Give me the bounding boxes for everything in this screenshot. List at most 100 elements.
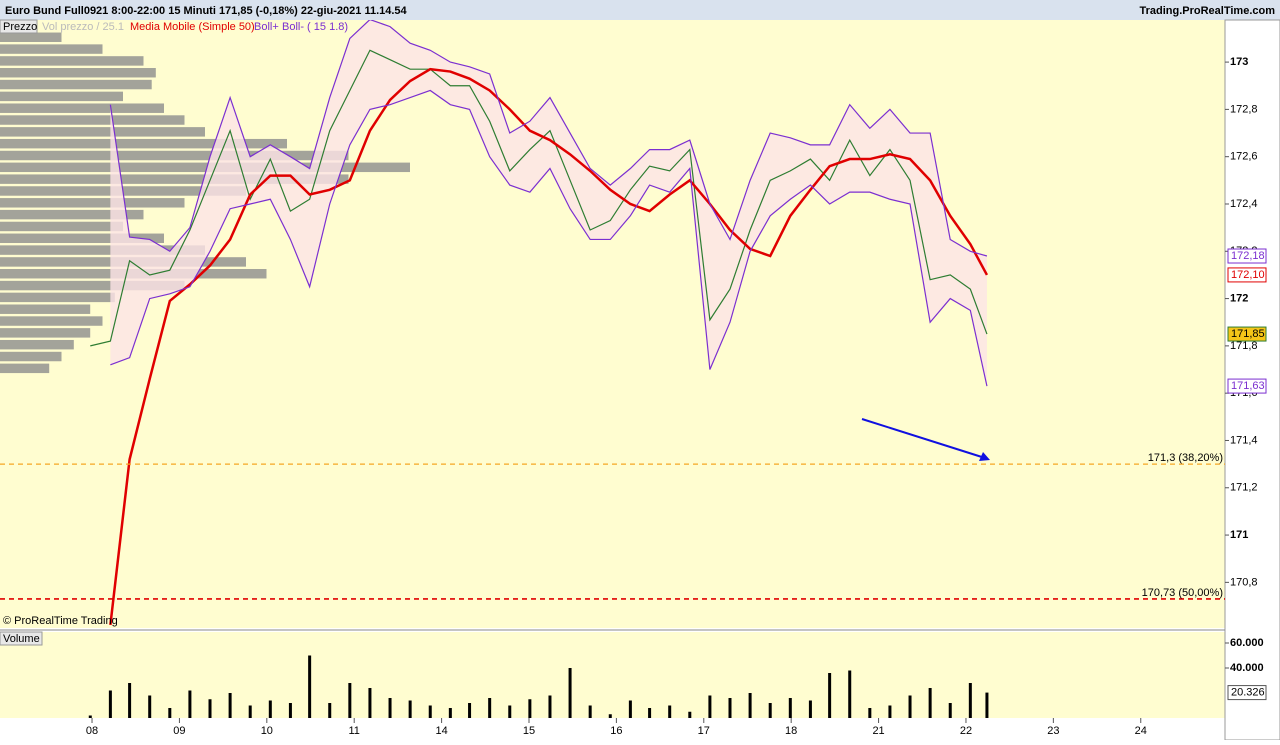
volume-bar xyxy=(168,708,172,718)
volume-bar xyxy=(985,692,989,718)
volume-bar xyxy=(508,705,512,718)
y-tick-label: 171,4 xyxy=(1230,434,1258,446)
y-tick-label: 60.000 xyxy=(1230,637,1264,649)
volume-bar xyxy=(88,715,92,718)
volume-bar xyxy=(408,700,412,718)
price-panel xyxy=(0,20,1225,628)
last-value-label: 172,10 xyxy=(1231,269,1265,281)
y-tick-label: 171,2 xyxy=(1230,482,1258,494)
x-tick-label: 21 xyxy=(872,725,884,737)
x-tick-label: 15 xyxy=(523,725,535,737)
profile-bar xyxy=(0,150,349,161)
x-tick-label: 22 xyxy=(960,725,972,737)
y-tick-label: 172 xyxy=(1230,292,1248,304)
legend-ma: Media Mobile (Simple 50) xyxy=(130,21,255,33)
header-bar xyxy=(0,0,1280,20)
profile-bar xyxy=(0,174,349,184)
y-tick-label: 170,8 xyxy=(1230,576,1258,588)
volume-bar xyxy=(428,705,432,718)
profile-bar xyxy=(0,233,164,244)
volume-bar xyxy=(268,700,272,718)
legend-profile: Vol prezzo / 25.1 xyxy=(42,21,124,33)
volume-bar xyxy=(868,708,872,718)
x-tick-label: 24 xyxy=(1135,725,1147,737)
volume-bar xyxy=(208,699,212,718)
volume-bar xyxy=(708,695,712,718)
x-tick-label: 18 xyxy=(785,725,797,737)
y-tick-label: 172,4 xyxy=(1230,198,1258,210)
profile-bar xyxy=(0,316,103,326)
series-line xyxy=(110,89,988,387)
volume-bar xyxy=(888,705,892,718)
profile-bar xyxy=(0,363,50,374)
profile-bar xyxy=(0,32,62,42)
volume-bar xyxy=(248,705,252,718)
volume-bar xyxy=(688,711,692,718)
volume-bar xyxy=(648,708,652,718)
volume-bar xyxy=(668,705,672,718)
volume-bar xyxy=(108,690,112,718)
series-line xyxy=(109,67,989,626)
y-tick-label: 172,6 xyxy=(1230,151,1258,163)
volume-title: Volume xyxy=(3,633,40,645)
volume-bar xyxy=(848,670,852,718)
volume-bar xyxy=(348,683,352,718)
y-tick-label: 40.000 xyxy=(1230,662,1264,674)
volume-bar xyxy=(588,705,592,718)
volume-bar xyxy=(748,693,752,718)
volume-bar xyxy=(188,690,192,718)
legend-boll-up: Boll+ xyxy=(254,21,279,33)
volume-bar xyxy=(328,703,332,718)
y-tick-label: 171,8 xyxy=(1230,340,1258,352)
profile-bar xyxy=(0,68,156,78)
profile-bar xyxy=(0,221,123,232)
volume-bar xyxy=(288,703,292,718)
x-tick-label: 17 xyxy=(698,725,710,737)
arrow-head xyxy=(979,452,990,461)
profile-bar xyxy=(0,292,115,303)
header-site: Trading.ProRealTime.com xyxy=(1139,5,1275,17)
profile-bar xyxy=(0,127,205,137)
legend-box xyxy=(0,19,38,34)
y-tick-label: 172,8 xyxy=(1230,103,1258,115)
copyright: © ProRealTime Trading xyxy=(3,615,118,627)
volume-bar xyxy=(728,698,732,718)
x-tick-label: 23 xyxy=(1047,725,1059,737)
profile-bar xyxy=(0,351,62,362)
profile-bar xyxy=(0,280,185,291)
profile-bar xyxy=(0,339,74,350)
volume-bar xyxy=(488,698,492,718)
last-value-box xyxy=(1227,248,1267,264)
volume-bar xyxy=(308,655,312,718)
volume-bar xyxy=(548,695,552,718)
volume-bar xyxy=(928,688,932,718)
y-tick-label: 173 xyxy=(1230,56,1248,68)
series-line xyxy=(90,49,988,347)
legend-price: Prezzo xyxy=(3,21,37,33)
profile-bar xyxy=(0,44,103,54)
volume-bar xyxy=(568,668,572,718)
volume-panel xyxy=(0,632,1225,718)
profile-bar xyxy=(0,115,185,125)
bollinger-band xyxy=(110,20,987,387)
volume-bar xyxy=(768,703,772,718)
volume-bar xyxy=(788,698,792,718)
profile-bar xyxy=(0,138,287,149)
series-line xyxy=(109,20,988,257)
volume-bar xyxy=(808,700,812,718)
legend-boll-down: Boll- ( 15 1.8) xyxy=(282,21,348,33)
plot xyxy=(0,20,989,626)
volume-bar xyxy=(368,688,372,718)
volume-title-box xyxy=(0,631,43,646)
last-value-label: 171,85 xyxy=(1231,328,1265,340)
volume-bar xyxy=(228,693,232,718)
volume-bar xyxy=(908,695,912,718)
level-label: 170,73 (50,00%) xyxy=(1142,587,1223,599)
profile-bar xyxy=(0,245,205,255)
profile-bar xyxy=(0,103,164,113)
profile-bar xyxy=(0,328,91,338)
last-value-box xyxy=(1227,326,1267,342)
profile-bar xyxy=(0,209,144,220)
